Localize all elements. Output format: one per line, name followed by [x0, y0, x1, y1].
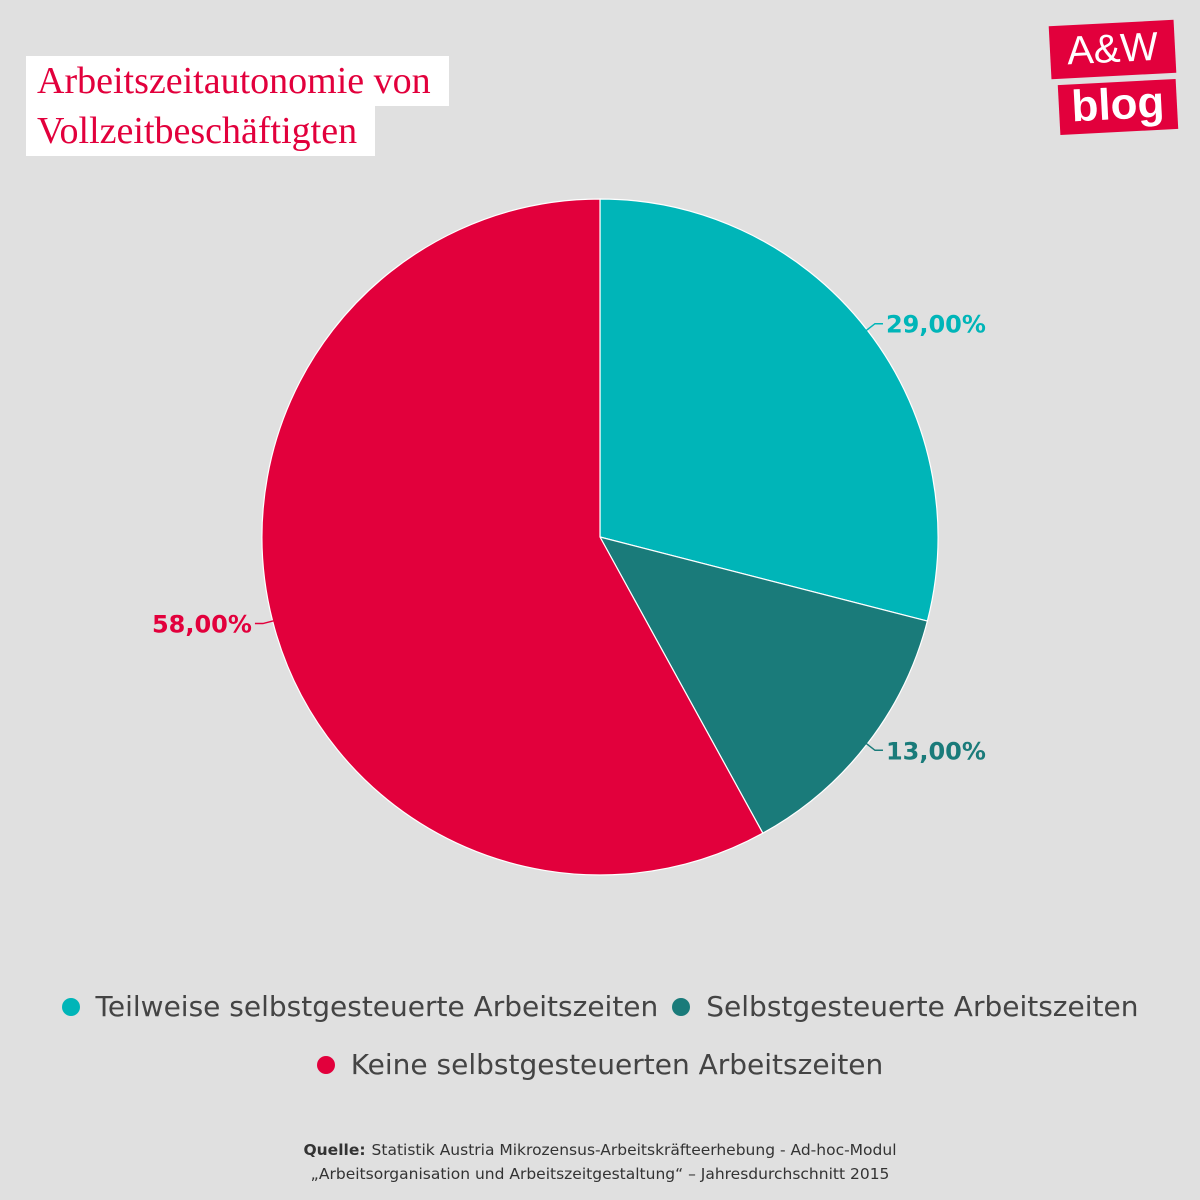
legend-item-selbstgesteuert: Selbstgesteuerte Arbeitszeiten — [672, 990, 1138, 1023]
data-label-selbstgesteuert: 13,00% — [886, 737, 986, 765]
legend-item-teilweise: Teilweise selbstgesteuerte Arbeitszeiten — [61, 990, 659, 1023]
source-line-2: „Arbeitsorganisation und Arbeitszeitgest… — [310, 1165, 890, 1183]
data-label-teilweise: 29,00% — [886, 311, 986, 339]
chart-title-line-1: Arbeitszeitautonomie von — [26, 56, 449, 106]
legend-dot-teilweise — [61, 997, 80, 1016]
legend-label-keine: Keine selbstgesteuerten Arbeitszeiten — [350, 1048, 884, 1081]
chart-title: Arbeitszeitautonomie von Vollzeitbeschäf… — [26, 56, 449, 156]
leader-line-teilweise — [863, 322, 883, 333]
legend-dot-keine — [316, 1055, 335, 1074]
legend-label-teilweise: Teilweise selbstgesteuerte Arbeitszeiten — [95, 990, 659, 1023]
source-note: Quelle: Statistik Austria Mikrozensus-Arb… — [0, 1138, 1200, 1186]
data-label-keine: 58,00% — [152, 611, 252, 639]
source-label: Quelle: — [303, 1141, 366, 1159]
leader-line-selbstgesteuert — [863, 741, 883, 752]
legend-label-selbstgesteuert: Selbstgesteuerte Arbeitszeiten — [706, 990, 1139, 1023]
leader-line-keine — [254, 619, 277, 625]
legend-item-keine: Keine selbstgesteuerten Arbeitszeiten — [316, 1048, 884, 1081]
chart-title-line-2: Vollzeitbeschäftigten — [26, 106, 376, 156]
legend-dot-selbstgesteuert — [672, 997, 691, 1016]
source-line-1: Quelle: Statistik Austria Mikrozensus-Arb… — [0, 1138, 1200, 1162]
legend-row-2: Keine selbstgesteuerten Arbeitszeiten — [0, 1048, 1200, 1081]
source-text-1: Statistik Austria Mikrozensus-Arbeitskrä… — [371, 1141, 897, 1159]
legend-row-1: Teilweise selbstgesteuerte Arbeitszeiten… — [0, 990, 1200, 1023]
